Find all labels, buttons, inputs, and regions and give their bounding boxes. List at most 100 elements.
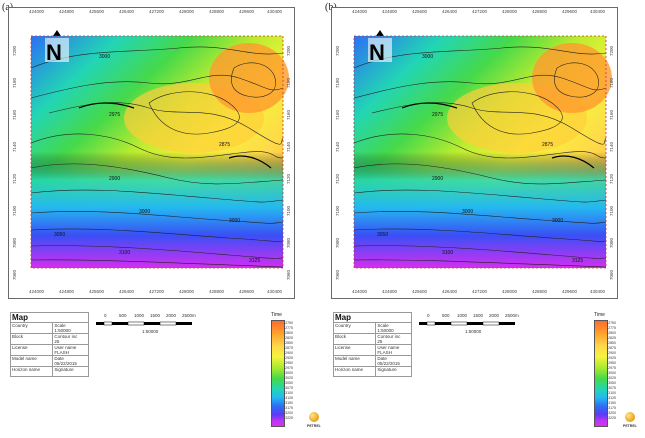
y-tick-left: 7120 (12, 173, 17, 184)
legend-color-bar (271, 320, 285, 427)
y-tick-left: 7160 (12, 109, 17, 120)
y-tick-right: 7060 (609, 269, 614, 280)
x-tick-bottom: 430400 (267, 289, 283, 294)
map-panel-b: (b) (323, 0, 645, 438)
x-tick-bottom: 426400 (442, 289, 458, 294)
x-tick-top: 429600 (239, 9, 255, 14)
scale-tick: 2500m (182, 313, 196, 318)
x-tick-top: 428000 (179, 9, 195, 14)
y-tick-right: 7120 (286, 173, 291, 184)
info-key: Block (9, 333, 54, 345)
contour-label: 3000 (99, 54, 110, 60)
color-legend: Time -2750 -2775 -2800 -2825 -2850 -2875… (590, 312, 620, 430)
legend-value: -3100 (284, 391, 293, 395)
legend-value: -2925 (607, 356, 616, 360)
legend-value: -3025 (607, 376, 616, 380)
x-tick-top: 428000 (502, 9, 518, 14)
legend-value: -3225 (284, 416, 293, 420)
y-tick-left: 7180 (12, 77, 17, 88)
scale-tick: 500 (442, 313, 450, 318)
contour-label: 2975 (432, 112, 443, 118)
crest-zone (532, 43, 612, 113)
contour-label: 2875 (219, 142, 230, 148)
x-tick-bottom: 424800 (59, 289, 75, 294)
info-value: User name FLASH (375, 344, 412, 356)
map-title: Map (333, 312, 412, 323)
x-tick-top: 427200 (472, 9, 488, 14)
y-tick-left: 7080 (335, 237, 340, 248)
contour-label: 3100 (119, 250, 130, 256)
x-tick-bottom: 427200 (472, 289, 488, 294)
legend-value: -3200 (607, 411, 616, 415)
scale-tick: 0 (104, 313, 107, 318)
y-tick-right: 7200 (286, 45, 291, 56)
fault-lines (401, 102, 595, 169)
contour-label-group: 3000 2975 2875 2900 3000 3000 3050 3100 … (54, 54, 260, 264)
x-tick-bottom: 425600 (89, 289, 105, 294)
contour-map[interactable]: 3000 2975 2875 2900 3000 3000 3050 3100 … (332, 8, 617, 298)
map-frame: 3000 2975 2875 2900 3000 3000 3050 3100 … (8, 7, 295, 299)
y-tick-left: 7060 (335, 269, 340, 280)
legend-value: -3075 (607, 386, 616, 390)
info-value: Contour inc 25 (52, 333, 89, 345)
info-value: Signature (375, 366, 412, 377)
legend-value: -2775 (284, 326, 293, 330)
legend-value: -2850 (284, 341, 293, 345)
y-tick-left: 7180 (335, 77, 340, 88)
legend-value: -3175 (284, 406, 293, 410)
legend-value: -2900 (284, 351, 293, 355)
y-tick-left: 7100 (12, 205, 17, 216)
info-value: Date 05/22/2015 (375, 355, 412, 367)
contour-label: 2975 (109, 112, 120, 118)
legend-title: Time (271, 312, 282, 318)
y-tick-right: 7060 (286, 269, 291, 280)
x-tick-bottom: 428000 (179, 289, 195, 294)
scale-tick: 2000 (166, 313, 177, 318)
legend-value: -3150 (284, 401, 293, 405)
y-tick-right: 7160 (609, 109, 614, 120)
legend-value: -3025 (284, 376, 293, 380)
x-tick-top: 425600 (89, 9, 105, 14)
legend-value: -2800 (284, 331, 293, 335)
legend-value: -2975 (284, 366, 293, 370)
contour-label: 3050 (54, 232, 65, 238)
contour-label: 3000 (229, 218, 240, 224)
scale-tick: 2500m (505, 313, 519, 318)
scale-ratio: 1:50000 (465, 329, 482, 334)
contour-map[interactable]: 3000 2975 2875 2900 3000 3000 3050 3100 … (9, 8, 294, 298)
legend-title: Time (594, 312, 605, 318)
x-tick-top: 429600 (562, 9, 578, 14)
y-tick-left: 7060 (12, 269, 17, 280)
scale-tick: 1000 (134, 313, 145, 318)
x-tick-top: 430400 (590, 9, 606, 14)
x-tick-top: 425600 (412, 9, 428, 14)
info-key: License (9, 344, 54, 356)
x-tick-top: 427200 (149, 9, 165, 14)
scale-tick: 2000 (489, 313, 500, 318)
info-key: Horizon name (9, 366, 54, 377)
north-arrow-icon: N (368, 30, 392, 65)
info-key: Country (9, 322, 54, 334)
legend-value: -3075 (284, 386, 293, 390)
info-value: Signature (52, 366, 89, 377)
legend-value: -3100 (607, 391, 616, 395)
scale-bar-graphic (96, 321, 192, 326)
x-tick-bottom: 427200 (149, 289, 165, 294)
panel-label: (b) (325, 2, 337, 13)
scale-tick: 0 (427, 313, 430, 318)
x-tick-bottom: 426400 (119, 289, 135, 294)
y-tick-left: 7100 (335, 205, 340, 216)
y-tick-right: 7200 (609, 45, 614, 56)
map-panel-a: (a) (0, 0, 322, 438)
legend-value: -2800 (607, 331, 616, 335)
petrel-logo-icon: PETREL (623, 412, 637, 434)
legend-value: -3225 (607, 416, 616, 420)
legend-value: -2950 (284, 361, 293, 365)
legend-value: -2900 (607, 351, 616, 355)
north-arrow-icon: N (45, 30, 69, 65)
x-tick-top: 426400 (442, 9, 458, 14)
legend-value: -3000 (284, 371, 293, 375)
contour-label: 3050 (377, 232, 388, 238)
x-tick-bottom: 429600 (562, 289, 578, 294)
info-value: Date 05/22/2015 (52, 355, 89, 367)
